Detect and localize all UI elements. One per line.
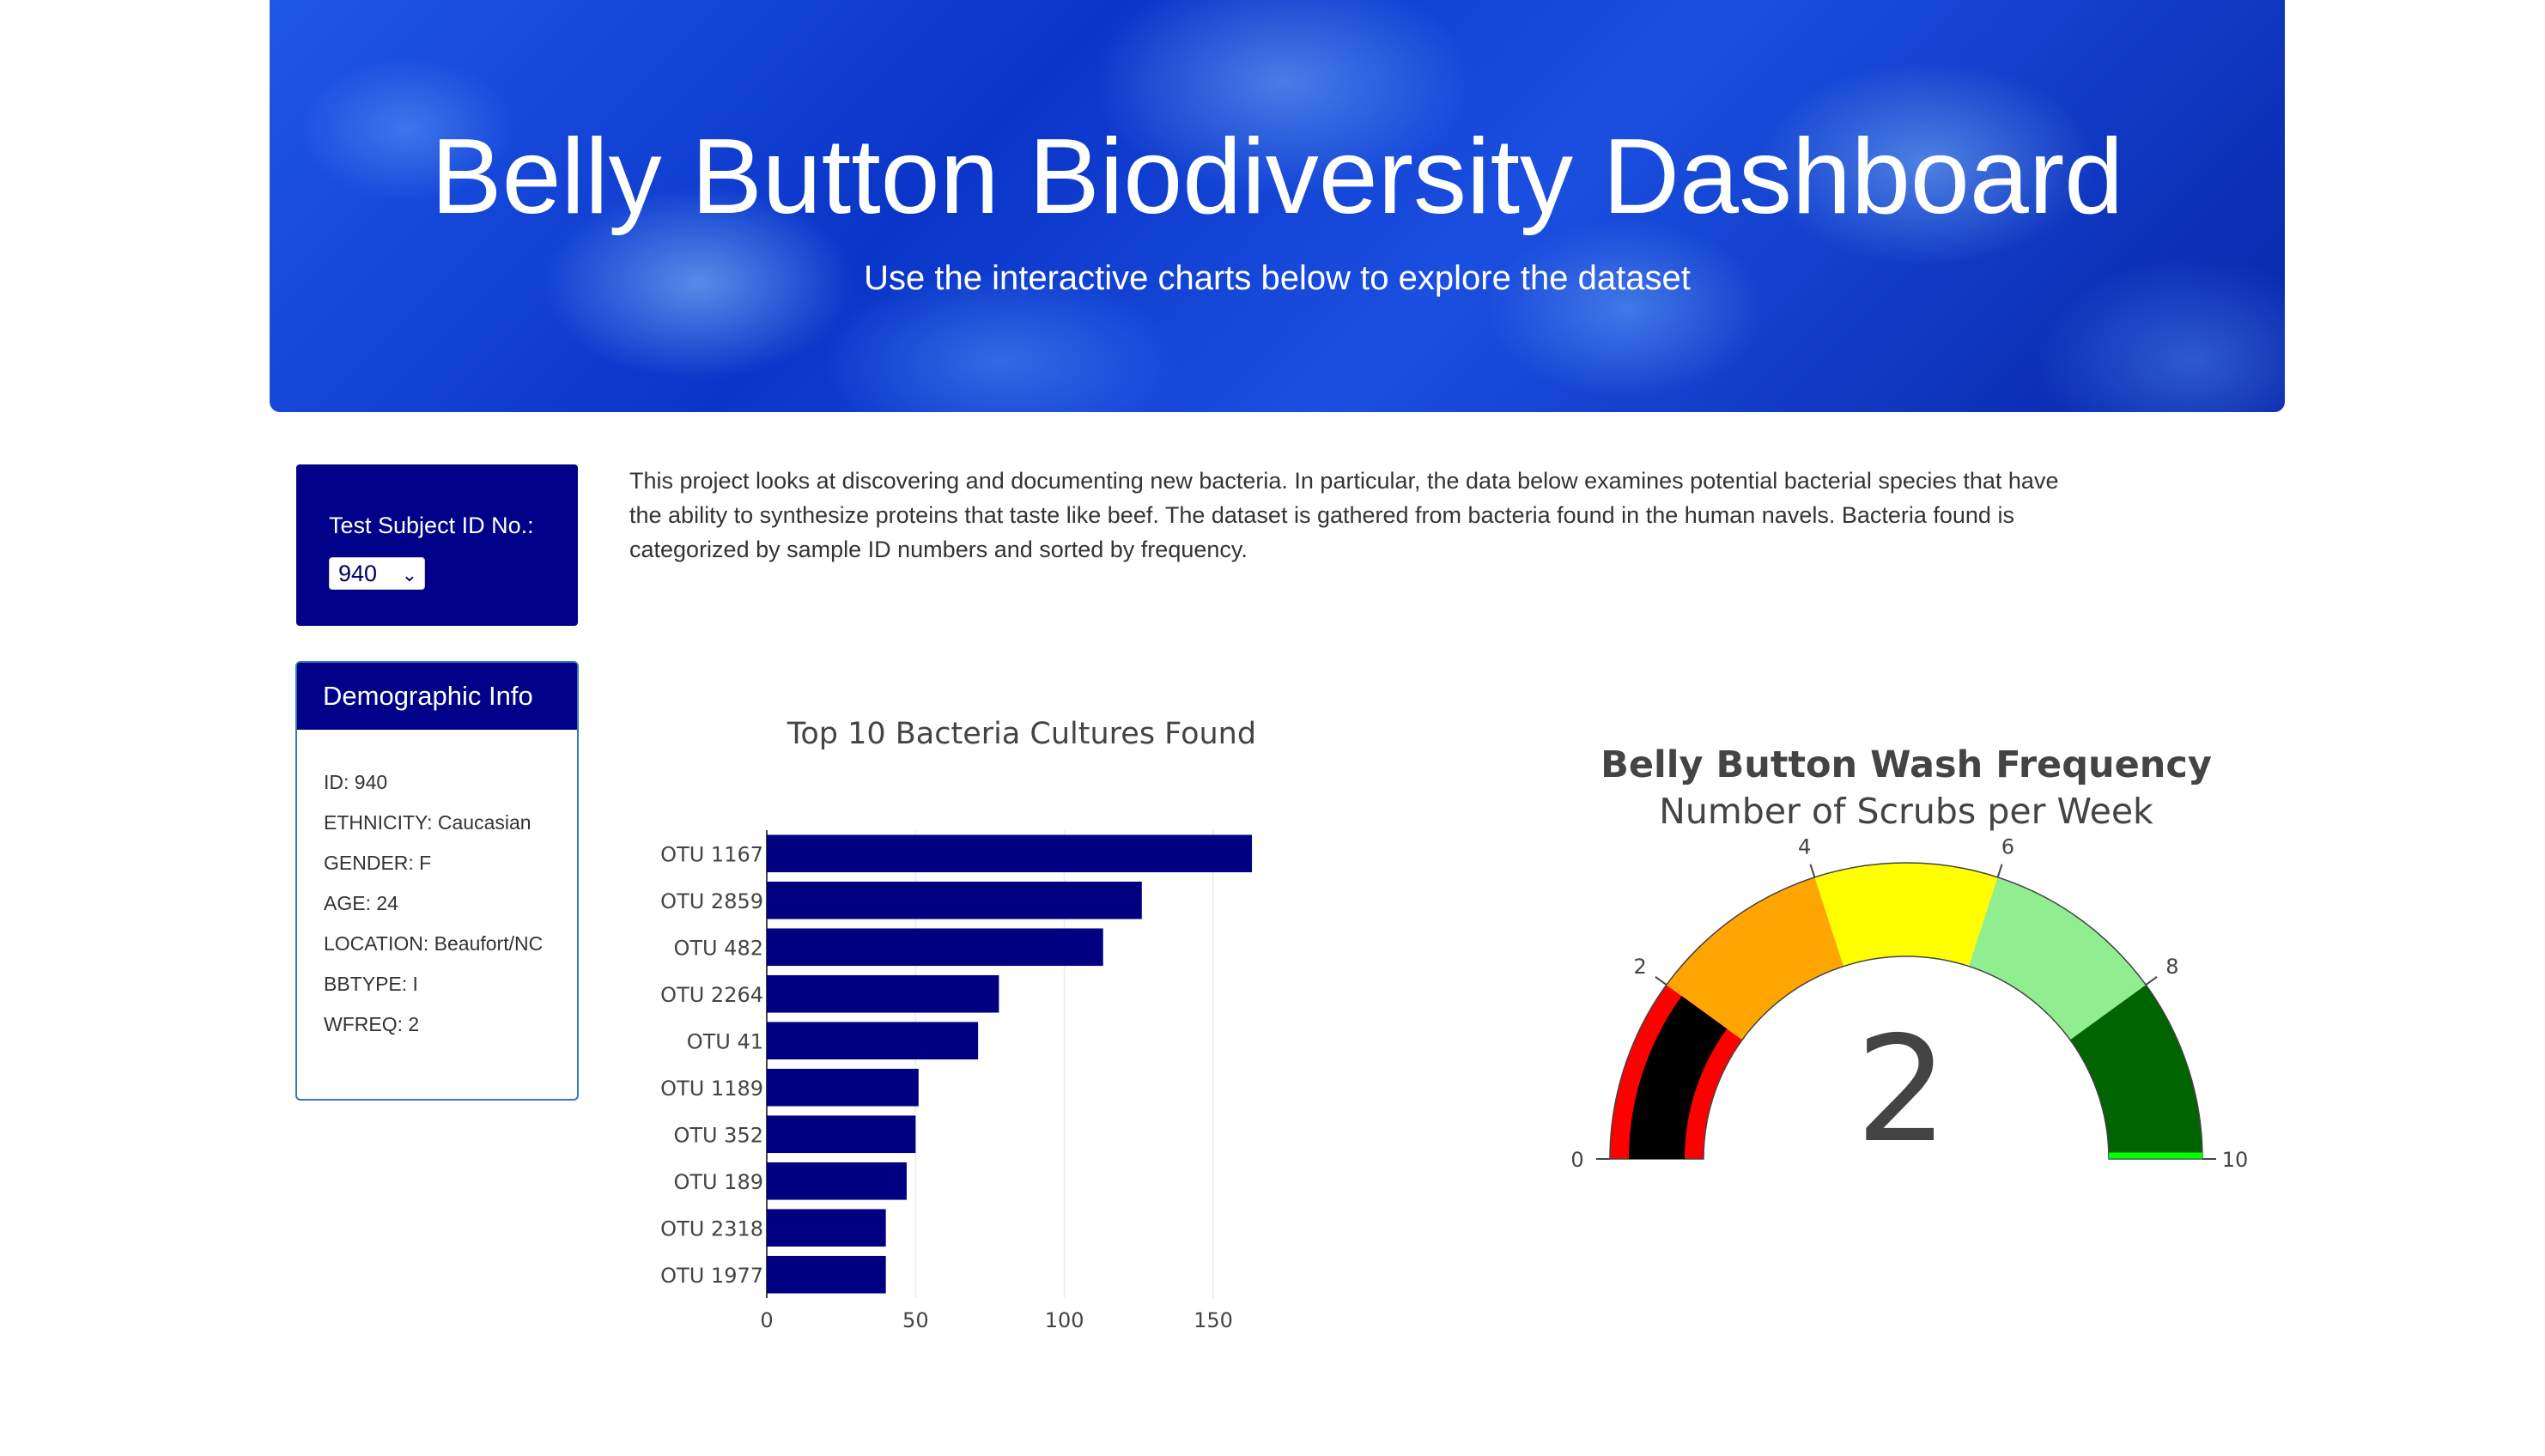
demographic-ethnicity: ETHNICITY: Caucasian [324, 811, 531, 834]
bar-chart-category-label: OTU 2859 [660, 889, 763, 913]
bar-chart-category-label: OTU 352 [673, 1123, 763, 1147]
demographic-info-heading: Demographic Info [297, 663, 577, 730]
bar-chart-xtick-label: 0 [760, 1308, 773, 1332]
demographic-location: LOCATION: Beaufort/NC [324, 932, 544, 955]
bar-chart-bar [767, 1162, 907, 1200]
subject-id-dropdown[interactable]: 940 ⌄ [329, 557, 425, 590]
demographic-bbtype: BBTYPE: I [324, 973, 418, 995]
bar-chart-category-label: OTU 2264 [660, 983, 763, 1007]
hero-banner: Belly Button Biodiversity Dashboard Use … [270, 0, 2285, 412]
gauge-chart: Belly Button Wash Frequency Number of Scr… [1570, 743, 2249, 1175]
gauge-tick-label: 8 [2165, 955, 2178, 979]
bar-chart-bar [767, 1209, 886, 1247]
gauge-tick [2145, 976, 2158, 986]
gauge-tick-label: 6 [2001, 835, 2014, 859]
subject-selector-panel: Test Subject ID No.: 940 ⌄ [296, 464, 578, 626]
bar-chart-bar [767, 1115, 916, 1154]
intro-paragraph: This project looks at discovering and do… [629, 468, 2059, 562]
bar-chart-title: Top 10 Bacteria Cultures Found [787, 717, 1256, 751]
bar-chart-xtick-label: 100 [1045, 1308, 1084, 1332]
gauge-step [1666, 877, 1844, 1040]
gauge-value-label: 2 [1856, 1005, 1948, 1175]
bar-chart-xtick-label: 50 [902, 1308, 929, 1332]
demographic-wfreq: WFREQ: 2 [324, 1013, 420, 1035]
gauge-step [1968, 877, 2147, 1040]
gauge-tick-label: 10 [2222, 1148, 2249, 1172]
bar-chart-category-label: OTU 2318 [660, 1216, 763, 1241]
bar-chart-category-label: OTU 1167 [660, 842, 763, 866]
gauge-title: Belly Button Wash Frequency [1600, 743, 2212, 786]
demographic-age: AGE: 24 [324, 892, 398, 914]
subject-id-value: 940 [338, 561, 378, 586]
demographic-id: ID: 940 [324, 771, 388, 793]
bar-chart-category-label: OTU 189 [673, 1170, 763, 1194]
page-subtitle: Use the interactive charts below to expl… [864, 259, 1691, 297]
page-title: Belly Button Biodiversity Dashboard [430, 118, 2124, 236]
bar-chart-category-label: OTU 1189 [660, 1077, 763, 1101]
gauge-outline [1609, 862, 2203, 1160]
bar-chart-bar [767, 974, 999, 1013]
bar-chart-xtick-label: 150 [1194, 1308, 1233, 1332]
bar-chart-category-label: OTU 1977 [660, 1264, 763, 1288]
gauge-tick [1809, 864, 1816, 878]
gauge-subtitle: Number of Scrubs per Week [1659, 791, 2153, 832]
gauge-tick [1996, 864, 2003, 878]
bar-chart-category-label: OTU 482 [673, 936, 763, 960]
demographic-gender: GENDER: F [324, 852, 432, 874]
gauge-value-bar [1629, 996, 1728, 1159]
demographic-info-list: ID: 940 ETHNICITY: Caucasian GENDER: F A… [324, 771, 564, 1053]
gauge-tick-label: 0 [1570, 1148, 1583, 1172]
gauge-step [1814, 863, 1998, 967]
bar-chart-bar [767, 928, 1103, 967]
bar-chart-bar [767, 1022, 979, 1060]
gauge-step [2069, 985, 2202, 1159]
subject-selector-label: Test Subject ID No.: [329, 513, 534, 538]
bar-chart-bar [767, 1255, 886, 1294]
gauge-tick [1655, 976, 1667, 986]
bar-chart-bar [767, 834, 1253, 873]
gauge-tick-label: 4 [1798, 835, 1811, 859]
demographic-info-panel: Demographic Info ID: 940 ETHNICITY: Cauc… [295, 661, 579, 1101]
chevron-down-icon: ⌄ [401, 564, 417, 585]
bar-chart: Top 10 Bacteria Cultures Found 0 50 100 150 O… [660, 717, 1256, 1332]
bar-chart-bar [767, 1068, 919, 1107]
gauge-tick-label: 2 [1634, 955, 1647, 979]
bar-chart-category-label: OTU 41 [687, 1029, 763, 1053]
bar-chart-bar [767, 881, 1142, 919]
